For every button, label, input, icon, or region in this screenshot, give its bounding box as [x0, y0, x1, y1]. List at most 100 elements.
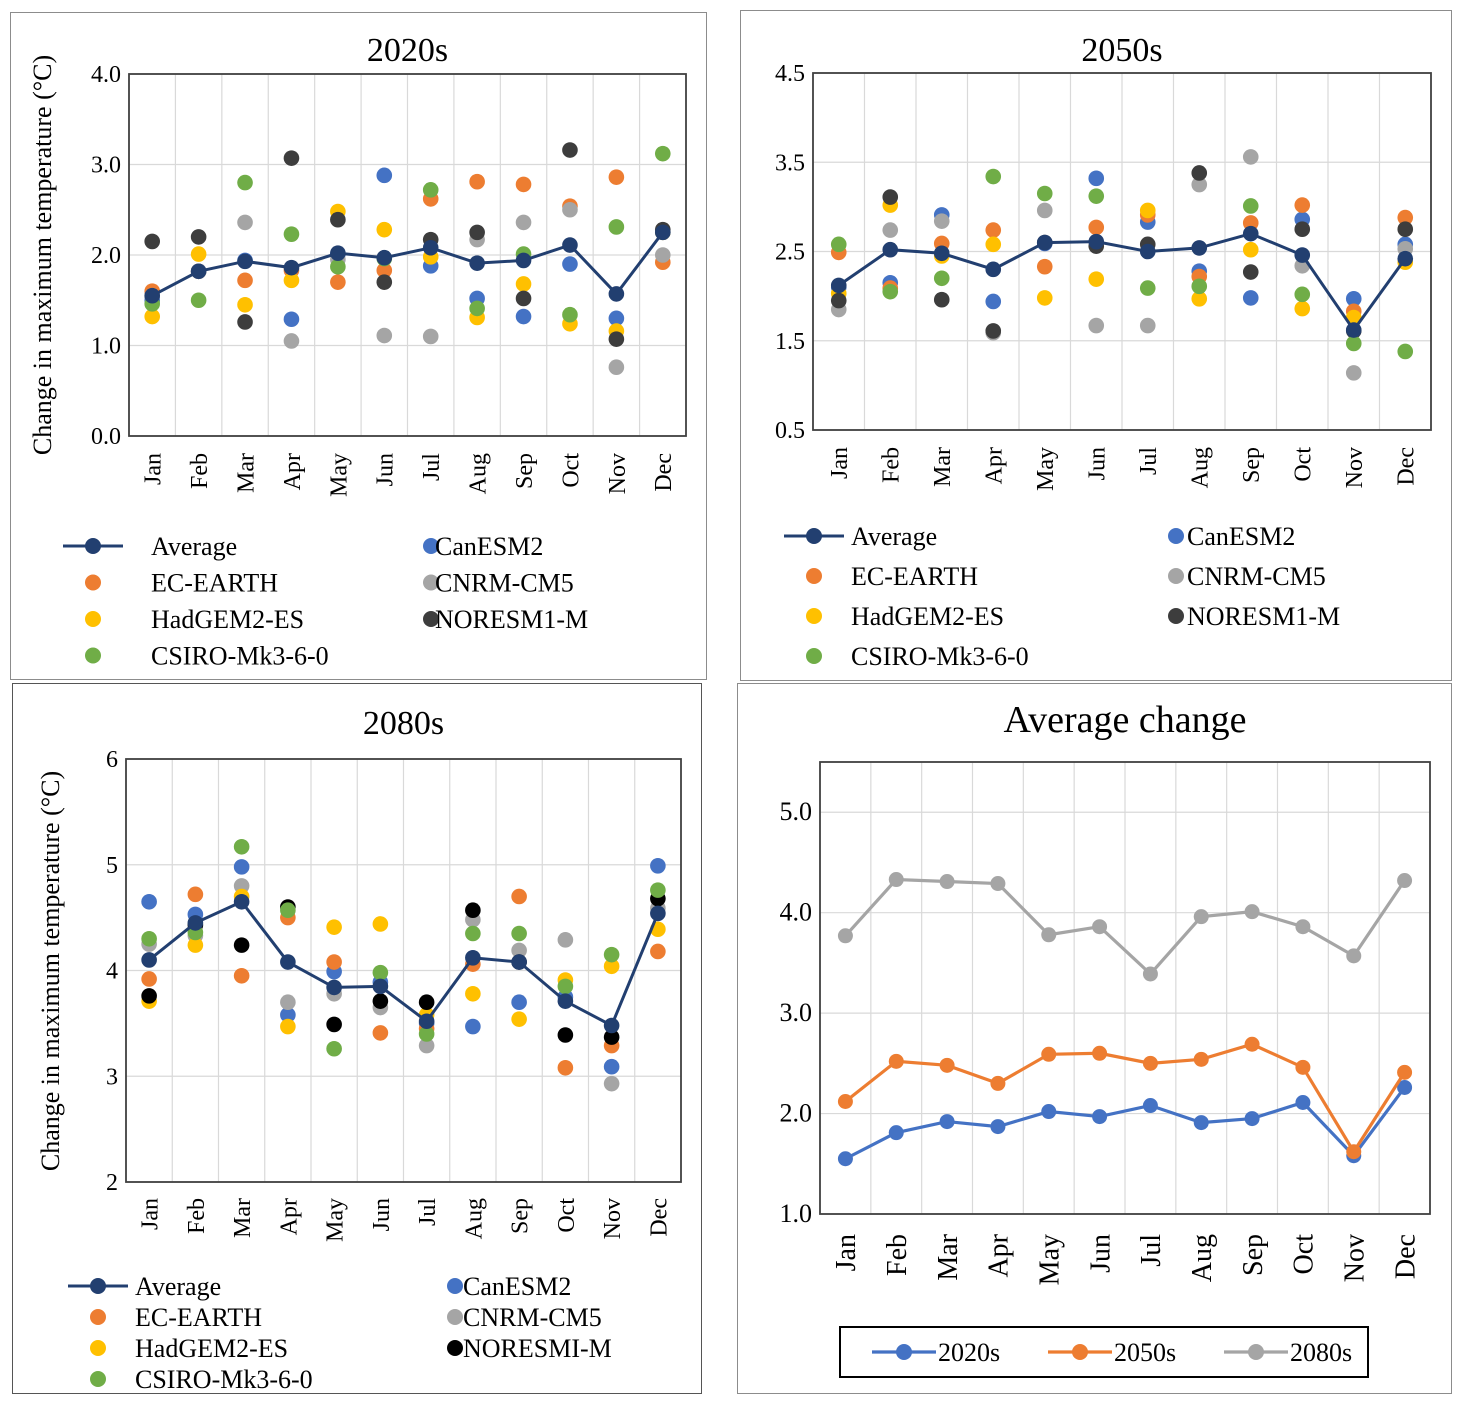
point-ec-earth-may [1036, 258, 1053, 275]
legend-label: Average [151, 532, 237, 561]
legend-item-noresmi-m: NORESMI-M [447, 1334, 612, 1363]
point-average-aug [469, 255, 485, 271]
point-noresm1-m-sep [1242, 264, 1259, 280]
legend-dot-marker [447, 1309, 463, 1325]
x-tick-label: Sep [512, 453, 538, 489]
legend-item-csiro-mk3-6-0: CSIRO-Mk3-6-0 [806, 642, 1029, 671]
y-tick-label: 4.5 [775, 61, 805, 87]
chart-2050s: 2050s 0.5 1.5 2.5 3.5 4.5 Jan Feb Mar Apr May Jun Ju… [775, 32, 1432, 671]
x-tick-label: Sep [1239, 447, 1265, 483]
y-tick-label: 1.5 [775, 329, 805, 355]
point-canesm2-nov [603, 1058, 620, 1075]
x-tick-label: Oct [558, 453, 584, 488]
point-2080s-may [1041, 927, 1057, 943]
point-cnrm-cm5-apr [283, 333, 300, 349]
legend-item-average: Average [63, 532, 237, 561]
point-average-jul [422, 239, 439, 256]
x-tick-label: Mar [933, 1233, 964, 1280]
point-csiro-mk3-6-0-jul [418, 1026, 435, 1042]
series-2020s [837, 1079, 1413, 1167]
point-2020s-aug [1193, 1115, 1209, 1131]
point-csiro-mk3-6-0-nov [1345, 335, 1362, 352]
point-2050s-jun [1092, 1045, 1108, 1061]
point-hadgem2-es-sep [511, 1011, 527, 1027]
point-csiro-mk3-6-0-jun [372, 964, 389, 981]
legend-dot-marker [90, 1278, 106, 1294]
legend: Average CanESM2 EC-EARTH CNRM-CM5 HadGEM2-ES… [63, 532, 588, 671]
legend-dot-marker [85, 538, 101, 554]
y-tick-label: 2.5 [775, 240, 805, 266]
point-canesm2-apr [283, 311, 300, 328]
series-csiro-mk3-6-0 [830, 168, 1414, 360]
legend-dot-marker [90, 1371, 106, 1387]
y-tick-label: 2.0 [780, 1099, 813, 1128]
series-average [144, 224, 671, 304]
point-csiro-mk3-6-0-sep [1242, 198, 1259, 214]
point-2080s-mar [939, 874, 955, 890]
y-tick-label: 5.0 [780, 797, 813, 826]
point-cnrm-cm5-nov [603, 1075, 620, 1092]
point-canesm2-dec [650, 858, 666, 874]
series-csiro-mk3-6-0 [141, 838, 666, 1057]
point-canesm2-jan [141, 893, 157, 910]
point-hadgem2-es-aug [465, 985, 481, 1002]
point-average-oct [557, 993, 574, 1009]
legend-label: HadGEM2-ES [851, 602, 1004, 631]
legend-label: CanESM2 [1187, 522, 1295, 551]
series-average [830, 225, 1414, 338]
point-2080s-dec [1397, 873, 1413, 889]
point-average-nov [603, 1017, 620, 1034]
point-hadgem2-es-apr [283, 272, 300, 289]
chart-panel-2050s: 2050s 0.5 1.5 2.5 3.5 4.5 Jan Feb Mar Apr May Jun Ju… [740, 10, 1452, 681]
point-average-may [326, 979, 342, 996]
point-csiro-mk3-6-0-nov [608, 219, 625, 235]
point-hadgem2-es-aug [1191, 291, 1208, 307]
series-line-average [837, 232, 1407, 333]
y-axis-label: Change in maximum temperature (°C) [28, 55, 57, 455]
legend-label: NORESMI-M [463, 1334, 612, 1363]
point-average-jul [418, 1013, 435, 1030]
point-2050s-mar [939, 1057, 955, 1073]
point-csiro-mk3-6-0-sep [511, 925, 527, 942]
legend-label: CNRM-CM5 [463, 1303, 602, 1332]
point-average-mar [237, 253, 253, 270]
point-average-mar [233, 893, 250, 910]
point-average-apr [280, 954, 296, 970]
point-average-apr [283, 259, 300, 276]
x-tick-label: Jul [419, 453, 445, 481]
point-noresmi-m-aug [465, 902, 481, 919]
y-tick-label: 4.0 [780, 898, 813, 927]
legend: Average CanESM2 EC-EARTH CNRM-CM5 HadGEM2-ES… [784, 522, 1340, 671]
series-line-average [151, 231, 664, 298]
x-tick-label: Jul [1136, 1234, 1167, 1267]
y-axis-label: Change in maximum temperature (°C) [36, 771, 65, 1171]
legend-item-cnrm-cm5: CNRM-CM5 [447, 1303, 602, 1332]
point-cnrm-cm5-jul [418, 1037, 435, 1054]
point-2050s-dec [1397, 1064, 1413, 1080]
point-cnrm-cm5-sep [515, 214, 532, 231]
point-average-feb [190, 263, 207, 280]
point-2050s-sep [1244, 1036, 1260, 1052]
series-line-2020s [844, 1086, 1406, 1161]
point-hadgem2-es-feb [187, 937, 204, 953]
point-2050s-apr [990, 1075, 1006, 1091]
x-tick-label: Jul [1136, 447, 1162, 475]
x-tick-label: Aug [461, 1198, 487, 1239]
series-average [141, 893, 666, 1034]
point-average-dec [650, 905, 666, 922]
x-tick-label: May [1035, 1234, 1066, 1285]
point-noresm1-m-may [330, 211, 346, 228]
point-canesm2-nov [608, 310, 625, 327]
point-ec-earth-dec [1397, 209, 1414, 226]
x-tick-label: Nov [1340, 1234, 1371, 1282]
point-2020s-jun [1092, 1109, 1108, 1125]
x-tick-label: Nov [1342, 447, 1368, 488]
point-ec-earth-may [330, 274, 346, 290]
legend-item-canesm2: CanESM2 [447, 1272, 571, 1301]
point-canesm2-aug [465, 1018, 481, 1035]
legend-label: NORESM1-M [1187, 602, 1340, 631]
point-hadgem2-es-jun [372, 916, 389, 932]
y-tick-label: 1.0 [91, 334, 121, 360]
series-csiro-mk3-6-0 [144, 145, 671, 323]
plot-area-border [125, 758, 682, 1183]
